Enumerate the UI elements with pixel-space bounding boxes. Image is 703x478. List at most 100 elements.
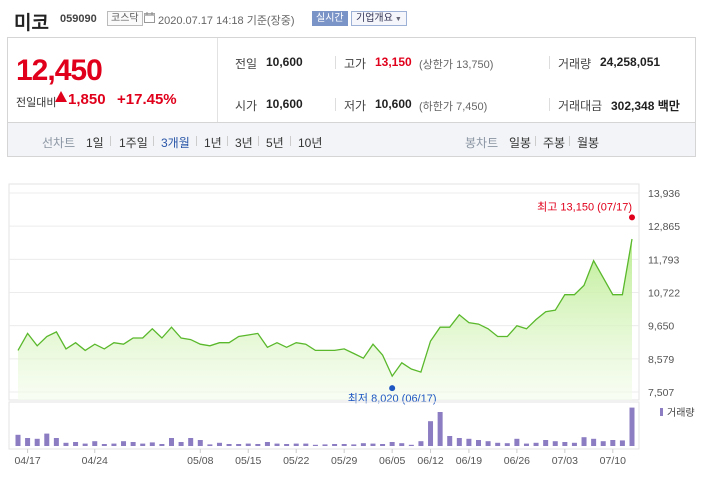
x-tick-label: 05/15 [235, 455, 261, 467]
divider [335, 56, 336, 69]
volume-bar [121, 441, 127, 446]
divider [549, 98, 550, 111]
volume-bar [629, 407, 635, 446]
period-3m[interactable]: 3개월 [161, 136, 190, 150]
trade-amount-value: 302,348 백만 [611, 99, 680, 113]
volume-bar [360, 443, 366, 446]
x-tick-label: 05/08 [187, 455, 213, 467]
y-tick-label: 12,865 [648, 221, 680, 233]
volume-bar [312, 444, 318, 446]
stock-header: 미코 059090 코스닥 2020.07.17 14:18 기준(장중) 실시… [0, 0, 703, 38]
volume-bar [255, 444, 261, 446]
high-label: 고가 [344, 57, 367, 71]
y-tick-label: 8,579 [648, 354, 674, 366]
stock-code: 059090 [60, 13, 97, 25]
volume-bar [428, 421, 434, 446]
price-chart: 13,93612,86511,79310,7229,6508,5797,507 … [8, 183, 695, 467]
candle-monthly[interactable]: 월봉 [577, 136, 600, 150]
volume-bar [159, 444, 165, 446]
volume-bar [523, 443, 529, 446]
price-change-percent: +17.45% [117, 91, 177, 108]
volume-legend-label: 거래량 [667, 407, 695, 419]
company-info-dropdown[interactable]: 기업개요 ▼ [351, 11, 407, 26]
x-tick-label: 04/24 [82, 455, 108, 467]
price-line [17, 238, 633, 378]
divider [549, 56, 550, 69]
volume-bar [293, 443, 299, 446]
volume-bar [73, 442, 79, 446]
volume-bar [476, 440, 481, 446]
volume-bar [552, 441, 558, 446]
volume-bar [188, 438, 194, 446]
period-3y[interactable]: 3년 [235, 136, 253, 150]
x-tick-label: 06/19 [456, 455, 482, 467]
x-tick-label: 06/05 [379, 455, 405, 467]
candle-chart-label: 봉차트 [465, 136, 499, 150]
volume-bar [284, 444, 290, 446]
volume-bar [140, 443, 146, 446]
volume-bar [169, 438, 174, 446]
candle-daily[interactable]: 일봉 [509, 136, 532, 150]
volume-bar [389, 442, 395, 446]
x-tick-label: 05/22 [283, 455, 309, 467]
divider [227, 136, 228, 146]
line-chart-label: 선차트 [42, 136, 76, 150]
timestamp: 2020.07.17 14:18 기준(장중) [158, 15, 295, 27]
volume-bar [571, 442, 577, 446]
volume-bar [34, 438, 40, 446]
volume-frame [8, 401, 640, 450]
volume-bar [581, 437, 587, 446]
high-annotation: 최고 13,150 (07/17) [537, 200, 632, 213]
low-annotation: 최저 8,020 (06/17) [348, 392, 437, 405]
volume-bar [418, 441, 424, 446]
volume-value: 24,258,051 [600, 55, 661, 69]
price-summary: 12,450 전일대비 1,850 +17.45% 전일 10,600 시가 1… [7, 37, 696, 123]
y-tick-label: 11,793 [648, 254, 679, 266]
x-tick-label: 07/03 [552, 455, 578, 467]
current-price-panel: 12,450 전일대비 1,850 +17.45% [8, 38, 218, 122]
volume-bar [380, 444, 386, 446]
realtime-button[interactable]: 실시간 [312, 11, 348, 26]
lower-limit: (하한가 7,450) [419, 101, 488, 113]
volume-bar [178, 442, 184, 446]
volume-bar [437, 412, 443, 446]
volume-bar [197, 440, 203, 446]
volume-bar [92, 441, 98, 446]
volume-bar [245, 443, 251, 446]
period-10y[interactable]: 10년 [298, 136, 323, 150]
volume-bar [351, 444, 357, 446]
volume-label: 거래량 [558, 57, 592, 71]
volume-bar [591, 438, 597, 446]
chevron-down-icon: ▼ [394, 16, 402, 23]
volume-bar [485, 441, 491, 446]
volume-bar [216, 442, 222, 446]
volume-bar [562, 442, 568, 446]
volume-bar [408, 444, 414, 446]
x-tick-label: 06/12 [417, 455, 443, 467]
open-value: 10,600 [266, 97, 303, 111]
period-1y[interactable]: 1년 [204, 136, 222, 150]
volume-bar [44, 433, 50, 446]
volume-bar [332, 444, 338, 446]
period-1w[interactable]: 1주일 [119, 136, 148, 150]
volume-bar [456, 438, 462, 446]
market-badge: 코스닥 [107, 11, 143, 26]
divider [110, 136, 111, 146]
volume-bar [111, 443, 117, 446]
volume-bar [207, 444, 213, 446]
volume-bar [610, 440, 616, 446]
volume-bar [543, 440, 549, 446]
divider [153, 136, 154, 146]
volume-bar [274, 443, 280, 446]
x-tick-label: 07/10 [600, 455, 626, 467]
x-tick-label: 04/17 [14, 455, 40, 467]
volume-bar [533, 442, 539, 446]
volume-bar [303, 443, 309, 446]
period-5y[interactable]: 5년 [266, 136, 284, 150]
stock-name: 미코 [14, 13, 49, 34]
high-value: 13,150 [375, 55, 412, 69]
low-value: 10,600 [375, 97, 412, 111]
x-tick-label: 05/29 [331, 455, 357, 467]
period-1d[interactable]: 1일 [86, 136, 104, 150]
candle-weekly[interactable]: 주봉 [543, 136, 566, 150]
